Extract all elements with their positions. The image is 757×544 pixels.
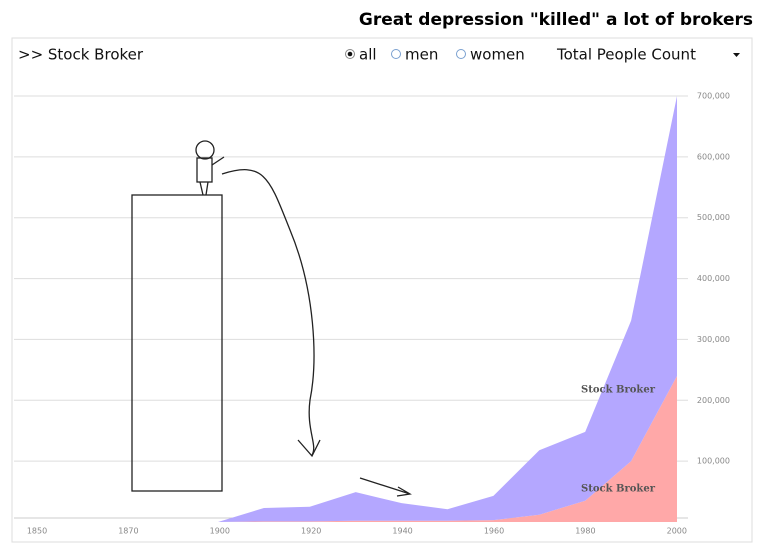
radio-women[interactable]: women bbox=[456, 46, 525, 64]
radio-label: men bbox=[405, 46, 438, 64]
panel-heading: >> Stock Broker bbox=[18, 46, 144, 64]
series-label: Stock Broker bbox=[581, 385, 656, 396]
area bbox=[218, 375, 677, 522]
series-label: Stock Broker bbox=[581, 484, 656, 495]
radio-label: all bbox=[359, 46, 377, 64]
measure-dropdown[interactable]: Total People Count bbox=[556, 46, 740, 64]
y-tick-label: 400,000 bbox=[697, 274, 730, 283]
radio-all[interactable]: all bbox=[345, 46, 377, 64]
chart-title: Great depression "killed" a lot of broke… bbox=[359, 10, 753, 30]
dropdown-label: Total People Count bbox=[556, 46, 696, 64]
y-tick-label: 500,000 bbox=[697, 213, 730, 222]
x-tick-label: 1940 bbox=[392, 527, 412, 536]
x-tick-label: 1850 bbox=[27, 527, 47, 536]
y-tick-label: 300,000 bbox=[697, 335, 730, 344]
x-tick-label: 1870 bbox=[118, 527, 138, 536]
x-tick-label: 1980 bbox=[575, 527, 595, 536]
y-tick-label: 700,000 bbox=[697, 92, 730, 101]
y-tick-label: 600,000 bbox=[697, 152, 730, 161]
x-tick-label: 2000 bbox=[667, 527, 687, 536]
x-tick-label: 1900 bbox=[210, 527, 230, 536]
radio-label: women bbox=[470, 46, 525, 64]
y-tick-label: 200,000 bbox=[697, 396, 730, 405]
y-tick-label: 100,000 bbox=[697, 457, 730, 466]
radio-men[interactable]: men bbox=[391, 46, 439, 64]
x-tick-label: 1960 bbox=[484, 527, 504, 536]
doodle bbox=[131, 140, 412, 497]
x-tick-label: 1920 bbox=[301, 527, 321, 536]
